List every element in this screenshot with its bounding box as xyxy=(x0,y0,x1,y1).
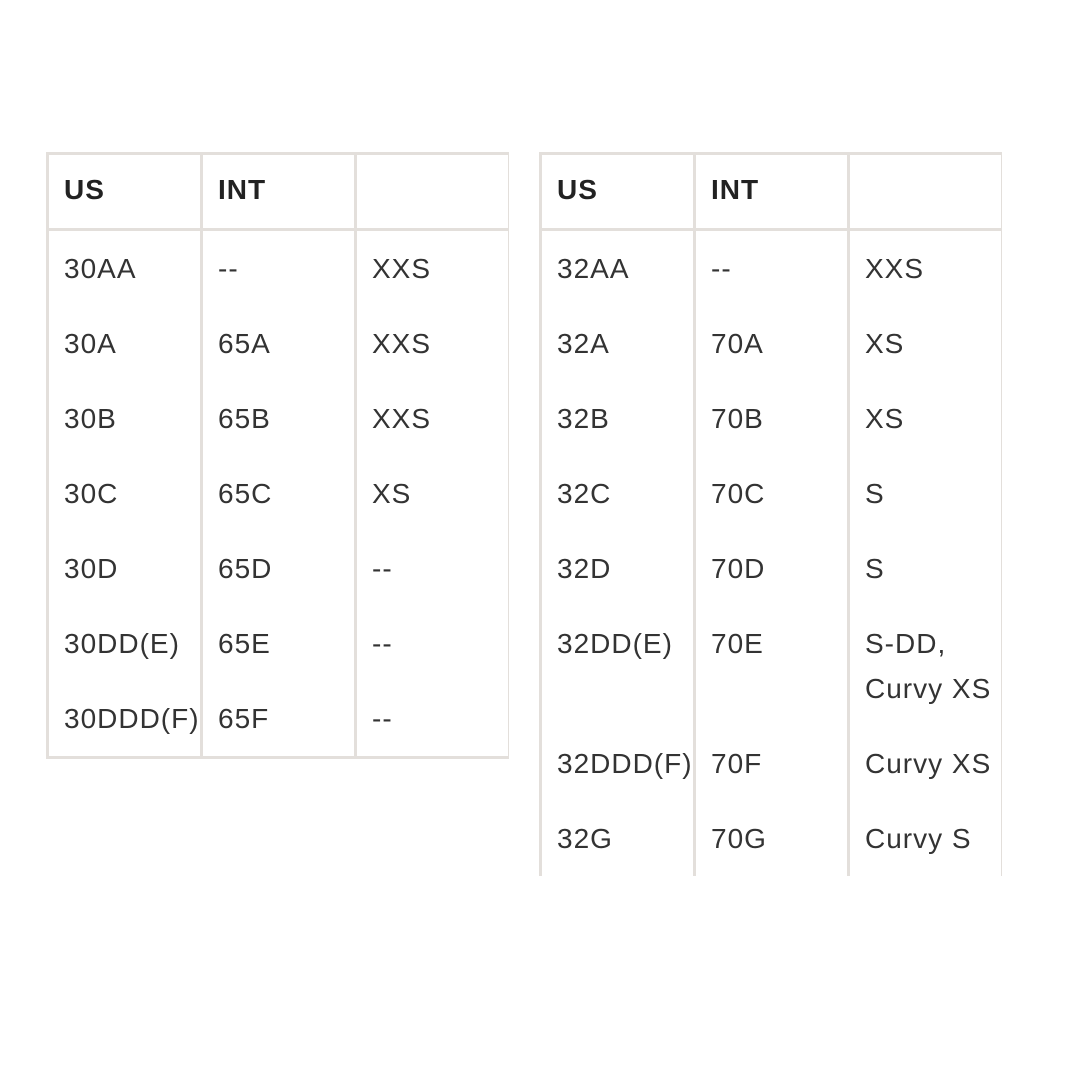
table-cell: 65A xyxy=(200,306,357,381)
table-cell: XXS xyxy=(847,229,1002,306)
size-table-32: US INT 32AA -- XXS 32A 70A XS 32B 70B XS 32C 70C S 32D… xyxy=(539,152,1002,967)
table-row: 30AA -- XXS xyxy=(46,229,509,306)
table-row: 32DD(E) 70E S-DD, Curvy XS xyxy=(539,606,1002,726)
column-header: US xyxy=(46,152,203,231)
table-cell: 30A xyxy=(46,306,203,381)
table-cell: 70E xyxy=(693,606,850,726)
table-cell: 32C xyxy=(539,456,696,531)
table-cell: 65F xyxy=(200,681,357,759)
table-row: 32DDD(F) 70F Curvy XS xyxy=(539,726,1002,801)
table-cell: 70A xyxy=(693,306,850,381)
column-header: INT xyxy=(693,152,850,231)
table-cell: 30DD(E) xyxy=(46,606,203,681)
table-cell: -- xyxy=(200,229,357,306)
table-cell: 65E xyxy=(200,606,357,681)
table-cell: 30C xyxy=(46,456,203,531)
table-cell: XXS xyxy=(354,306,509,381)
table-cell: XS xyxy=(354,456,509,531)
table-row: 30A 65A XXS xyxy=(46,306,509,381)
table-cell: 32DDD(F) xyxy=(539,726,696,801)
table-cell: 70C xyxy=(693,456,850,531)
table-cell: 30D xyxy=(46,531,203,606)
table-row: 32A 70A XS xyxy=(539,306,1002,381)
table-cell: 30B xyxy=(46,381,203,456)
table-cell: 70G xyxy=(693,801,850,876)
table-cell: 65C xyxy=(200,456,357,531)
table-cell: 32DD(E) xyxy=(539,606,696,726)
table-row: 30B 65B XXS xyxy=(46,381,509,456)
table-row: 30C 65C XS xyxy=(46,456,509,531)
table-cell: -- xyxy=(354,681,509,759)
table-row: 32C 70C S xyxy=(539,456,1002,531)
table-cell: 30AA xyxy=(46,229,203,306)
table-cell: 32G xyxy=(539,801,696,876)
table-cell: 65D xyxy=(200,531,357,606)
table-cell: XXS xyxy=(354,229,509,306)
table-row: 30DD(E) 65E -- xyxy=(46,606,509,681)
column-header xyxy=(354,152,509,231)
table-cell: 65B xyxy=(200,381,357,456)
table-row: 32B 70B XS xyxy=(539,381,1002,456)
table-cell: 70B xyxy=(693,381,850,456)
table-cell: -- xyxy=(693,229,850,306)
table-row: 32AA -- XXS xyxy=(539,229,1002,306)
table-cell: XS xyxy=(847,381,1002,456)
column-header xyxy=(847,152,1002,231)
table-cell: 32B xyxy=(539,381,696,456)
table-cell: S-DD, Curvy XS xyxy=(847,606,1002,726)
table-cell: 70F xyxy=(693,726,850,801)
table-cell: -- xyxy=(354,606,509,681)
table-row: 32D 70D S xyxy=(539,531,1002,606)
table-cell: 32D xyxy=(539,531,696,606)
table-cell: S xyxy=(847,456,1002,531)
table-row: 32G 70G Curvy S xyxy=(539,801,1002,876)
table-cell: 70D xyxy=(693,531,850,606)
table-cell: XS xyxy=(847,306,1002,381)
table-cell: Curvy S xyxy=(847,801,1002,876)
column-header: INT xyxy=(200,152,357,231)
table-cell: 30DDD(F) xyxy=(46,681,203,759)
table-cell: 32AA xyxy=(539,229,696,306)
size-table-30: US INT 30AA -- XXS 30A 65A XXS 30B 65B XXS 30C 65C XS… xyxy=(46,152,509,759)
table-cell: S xyxy=(847,531,1002,606)
table-row: 30D 65D -- xyxy=(46,531,509,606)
table-row: 30DDD(F) 65F -- xyxy=(46,681,509,759)
table-cell: XXS xyxy=(354,381,509,456)
column-header: US xyxy=(539,152,696,231)
table-cell: -- xyxy=(354,531,509,606)
table-cell: 32A xyxy=(539,306,696,381)
table-cell: Curvy XS xyxy=(847,726,1002,801)
